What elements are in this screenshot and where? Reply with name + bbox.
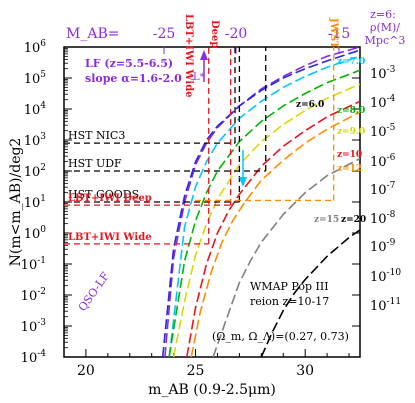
z-label: z=12 — [337, 164, 362, 174]
z-label: z=10 — [337, 150, 362, 160]
x-axis-ticks: 20 25 30 — [63, 349, 350, 379]
lstar-label: L* — [193, 72, 205, 83]
survey-label: LBT+IWI Deep — [68, 193, 152, 204]
lf-label: LF (z=5.5-6.5) — [85, 57, 173, 70]
top-axis-label: M_AB= — [66, 26, 119, 42]
series-line — [186, 100, 360, 357]
right-tick-label: 10-4 — [370, 94, 396, 111]
series-line — [190, 111, 360, 357]
x-tick-label: 20 — [77, 363, 95, 379]
top-tick-label: -15 — [328, 26, 351, 42]
z-label: z=8.0 — [337, 106, 365, 116]
z-label: z=20 — [341, 215, 366, 225]
y-tick-label: 102 — [24, 163, 46, 180]
reion-label: reion z=10-17 — [250, 295, 329, 308]
y-tick-label: 10-2 — [21, 287, 46, 304]
lbt-wide-vertical-label: LBT+IWI Wide — [183, 14, 194, 98]
cyan-arrowhead — [239, 177, 247, 187]
survey-label: HST GOODS — [68, 188, 139, 201]
jwst-vertical-label: JWST — [328, 17, 339, 49]
series-line — [168, 55, 360, 357]
omega-label: (Ω_m, Ω_Λ)=(0.27, 0.73) — [212, 330, 349, 343]
right-tick-label: 10-11 — [370, 297, 401, 314]
top-tick-label: -25 — [153, 26, 176, 42]
y-tick-label: 105 — [24, 70, 47, 87]
survey-label: LBT+IWI Wide — [68, 232, 152, 243]
right-tick-label: 10-6 — [370, 153, 396, 170]
right-axis-title-2: ρ(M)/ — [370, 21, 400, 34]
y-tick-label: 101 — [24, 194, 46, 211]
deep-vertical-label: Deep — [209, 20, 220, 48]
y-tick-label: 106 — [24, 39, 47, 56]
y-axis-ticks: 10-4 10-3 10-2 10-1 100 101 102 103 104 105 106 — [21, 39, 360, 366]
right-tick-label: 10-5 — [370, 123, 396, 140]
z-labels: z=6.0 z=7.0 z=8.0 z=9.0 z=10 z=12 z=15 z=20 — [296, 57, 366, 225]
wmap-label: WMAP Pop III — [250, 280, 329, 293]
series-line — [161, 49, 360, 357]
top-axis-ticks: -25 -20 -15 — [153, 26, 351, 54]
z-label: z=7.0 — [337, 57, 365, 67]
x-axis-label: m_AB (0.9-2.5μm) — [148, 382, 276, 398]
right-tick-label: 10-7 — [370, 181, 396, 198]
survey-label: HST NIC3 — [68, 129, 125, 142]
z-label: z=6.0 — [296, 100, 324, 110]
series-line — [212, 157, 360, 357]
y-tick-label: 10-3 — [21, 318, 47, 335]
series-line — [168, 69, 360, 357]
y-tick-label: 104 — [24, 101, 47, 118]
right-tick-label: 10-9 — [370, 238, 396, 255]
top-tick-label: -20 — [225, 26, 248, 42]
qso-label: QSO-LF — [76, 269, 112, 313]
right-axis-title-1: z=6: — [370, 8, 396, 21]
right-tick-label: 10-10 — [370, 268, 401, 285]
slope-label: slope α=1.6-2.0 — [85, 72, 182, 85]
z-label: z=9.0 — [337, 127, 365, 137]
y-tick-label: 100 — [24, 225, 47, 242]
lstar-arrowhead — [200, 50, 208, 60]
right-tick-label: 10-8 — [370, 210, 396, 227]
x-tick-label: 25 — [187, 363, 205, 379]
y-tick-label: 10-4 — [21, 349, 47, 366]
right-tick-label: 10-3 — [370, 65, 396, 82]
z-label: z=15 — [314, 215, 339, 225]
x-tick-label: 30 — [296, 363, 314, 379]
series-line — [260, 229, 360, 357]
survey-label: HST UDF — [68, 157, 122, 170]
series-line — [172, 83, 360, 357]
right-axis-title-3: Mpc^3 — [365, 34, 406, 47]
right-axis-ticks: 10-3 10-4 10-5 10-6 10-7 10-8 10-9 10-10 10-11 — [370, 65, 401, 314]
y-axis-label: N(m<m_AB)/deg2 — [8, 138, 24, 267]
y-tick-label: 10-1 — [21, 256, 46, 273]
y-tick-label: 103 — [24, 132, 47, 149]
